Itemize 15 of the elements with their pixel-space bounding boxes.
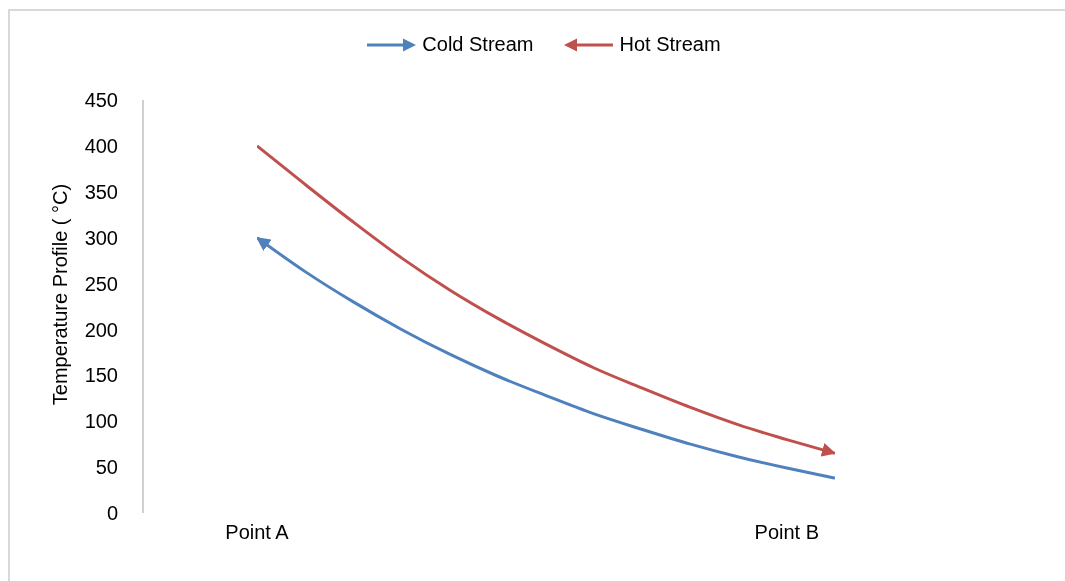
y-tick-label: 50: [95, 456, 118, 479]
y-tick-label: 0: [106, 502, 118, 525]
x-tick-label: Point A: [225, 521, 290, 544]
legend-label: Hot Stream: [619, 33, 721, 56]
y-tick-label: 100: [84, 410, 118, 433]
x-tick-label: Point B: [754, 521, 820, 544]
y-tick-label: 300: [84, 226, 118, 249]
y-tick-label: 250: [84, 272, 118, 295]
y-axis-title: Temperature Profile ( °C): [49, 183, 71, 406]
y-tick-label: 200: [84, 318, 118, 341]
y-tick-label: 350: [84, 180, 118, 203]
y-tick-label: 400: [84, 134, 118, 157]
legend-label: Cold Stream: [422, 33, 534, 56]
y-tick-label: 450: [84, 89, 118, 112]
y-tick-label: 150: [84, 364, 118, 387]
